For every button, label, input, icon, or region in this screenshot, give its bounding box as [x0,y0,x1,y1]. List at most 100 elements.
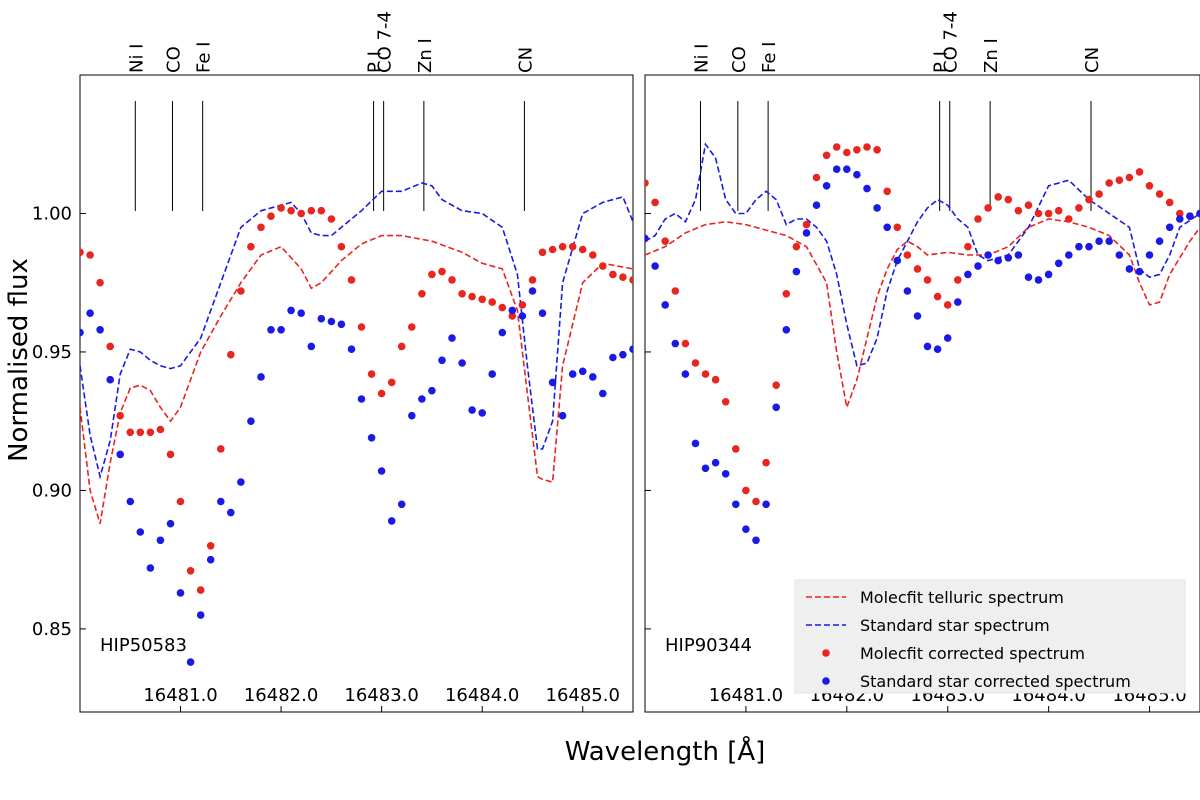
standard-corrected-point [176,589,185,597]
molecfit-corrected-point [116,411,124,420]
legend-label-standard: Standard star spectrum [860,616,1050,635]
line-id-label: CO 7-4 [375,11,396,73]
molecfit-corrected-point [1004,195,1013,204]
standard-corrected-point [1186,212,1194,220]
standard-corrected-point [347,345,356,354]
standard-corrected-point [448,334,456,342]
standard-corrected-point [217,497,225,506]
molecfit-corrected-point [609,270,617,279]
molecfit-corrected-point [681,339,690,348]
standard-line [80,182,633,480]
standard-corrected-point [247,417,255,426]
molecfit-corrected-point [548,245,557,254]
standard-corrected-point [943,334,952,342]
standard-corrected-point [136,528,145,536]
molecfit-corrected-point [257,223,265,232]
standard-corrected-point [792,267,801,276]
molecfit-corrected-point [418,290,426,298]
standard-corrected-point [146,564,155,572]
standard-corrected-point [468,406,476,414]
standard-corrected-point [1095,237,1103,245]
standard-corrected-point [337,320,346,329]
molecfit-corrected-point [277,204,285,212]
molecfit-corrected-point [397,342,406,351]
standard-corrected-point [832,165,841,173]
molecfit-corrected-point [307,206,316,215]
data-layer [80,182,633,666]
standard-corrected-point [186,658,195,666]
legend-swatch-standard-corrected [822,677,830,685]
standard-corrected-point [126,497,135,506]
line-id-label: Ni I [126,44,147,74]
molecfit-corrected-point [742,486,750,495]
standard-corrected-point [548,378,557,387]
molecfit-corrected-point [645,179,649,187]
molecfit-corrected-point [1176,209,1184,218]
line-id-label: CO [729,46,750,73]
standard-corrected-point [853,170,861,179]
molecfit-corrected-point [711,375,720,384]
standard-corrected-point [1155,237,1164,245]
molecfit-corrected-point [196,586,205,594]
molecfit-corrected-point [782,290,791,298]
molecfit-corrected-point [1014,206,1023,215]
molecfit-corrected-point [832,143,841,151]
standard-corrected-point [538,309,547,318]
standard-corrected-point [863,184,871,193]
molecfit-corrected-point [488,298,497,306]
molecfit-corrected-point [974,215,982,223]
standard-corrected-point [568,370,577,378]
molecfit-corrected-point [206,542,215,550]
standard-corrected-point [96,326,104,334]
standard-corrected-point [619,350,627,359]
legend-entry-telluric: Molecfit telluric spectrum [806,588,1064,607]
x-tick-label: 16481.0 [143,685,217,706]
molecfit-corrected-point [267,212,275,220]
molecfit-corrected-point [367,370,376,378]
standard-corrected-point [458,359,466,367]
molecfit-corrected-point [1165,198,1174,207]
molecfit-corrected-point [1115,176,1124,184]
standard-corrected-point [418,395,426,403]
standard-corrected-point [843,165,851,173]
standard-corrected-point [1196,209,1200,218]
molecfit-corrected-point [589,251,597,259]
molecfit-corrected-point [136,428,145,437]
molecfit-corrected-point [347,276,356,284]
x-tick-label: 16484.0 [445,685,519,706]
standard-corrected-point [488,370,497,378]
y-tick-label: 0.90 [32,480,72,501]
standard-corrected-point [1135,267,1144,276]
molecfit-corrected-point [701,370,710,378]
plot-frame [79,74,634,713]
standard-corrected-point [80,328,84,337]
molecfit-corrected-point [317,206,326,215]
line-id-label: Zn I [415,38,436,73]
standard-corrected-point [742,525,750,533]
panel-left: 16481.0 16482.0 16483.0 16484.0 16485.0 0.85 0… [32,11,634,713]
standard-corrected-point [1125,265,1134,273]
standard-corrected-point [974,262,982,270]
molecfit-corrected-point [752,497,760,506]
molecfit-corrected-point [954,276,962,284]
standard-corrected-point [599,389,607,398]
molecfit-corrected-point [538,248,547,257]
standard-corrected-point [1034,276,1043,284]
standard-corrected-point [428,386,436,395]
standard-corrected-point [1085,242,1093,251]
molecfit-corrected-point [106,342,114,351]
molecfit-corrected-point [1024,201,1033,209]
legend-label-standard-corrected: Standard star corrected spectrum [860,672,1131,691]
standard-corrected-point [645,234,649,243]
standard-corrected-point [913,312,922,320]
standard-corrected-point [1105,237,1113,245]
molecfit-corrected-point [1125,173,1134,182]
standard-corrected-point [822,182,831,190]
star-label: HIP90344 [665,635,752,656]
molecfit-corrected-point [1095,190,1103,198]
molecfit-corrected-point [853,146,861,154]
legend: Molecfit telluric spectrum Standard star… [794,579,1186,694]
molecfit-corrected-point [1075,204,1083,212]
